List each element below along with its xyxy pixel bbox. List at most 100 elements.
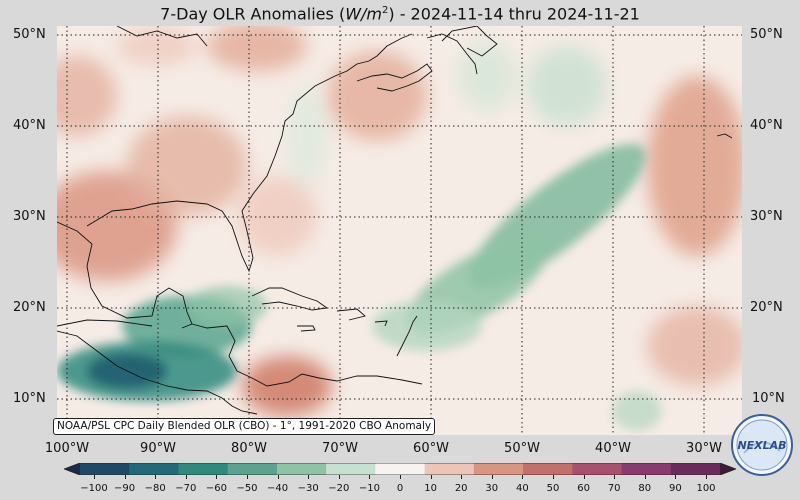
map-canvas bbox=[57, 26, 742, 435]
colorbar-segment bbox=[227, 463, 278, 475]
colorbar-tick-label: −70 bbox=[175, 483, 197, 494]
lat-label-left-20n: 20°N bbox=[13, 300, 46, 315]
colorbar-segment bbox=[473, 463, 524, 475]
anomaly-florida-positive bbox=[237, 176, 317, 256]
jamaica bbox=[297, 325, 316, 332]
colorbar-tick-mark bbox=[583, 475, 585, 479]
lat-label-right-40n: 40°N bbox=[750, 118, 783, 133]
lat-label-right-50n: 50°N bbox=[750, 27, 783, 42]
lat-label-right-30n: 30°N bbox=[750, 209, 783, 224]
colorbar-segment bbox=[720, 463, 736, 475]
colorbar-tick-mark bbox=[461, 475, 463, 479]
lesser-antilles bbox=[396, 315, 418, 357]
colorbar-tick-label: −40 bbox=[267, 483, 289, 494]
lat-label-right-10n: 10°N bbox=[752, 391, 785, 406]
anomaly-labrador-negative bbox=[457, 41, 517, 111]
colorbar-tick-mark bbox=[124, 475, 126, 479]
colorbar-tick-label: 0 bbox=[396, 483, 404, 494]
lon-label-80w: 80°W bbox=[231, 441, 267, 456]
hispaniola bbox=[336, 308, 366, 321]
colorbar-tick-label: −10 bbox=[358, 483, 380, 494]
anomaly-colombia-positive bbox=[242, 356, 332, 416]
colorbar-tick-label: 80 bbox=[638, 483, 652, 494]
colorbar-tick-mark bbox=[185, 475, 187, 479]
colorbar bbox=[64, 463, 736, 475]
colorbar-tick-label: 70 bbox=[607, 483, 621, 494]
colorbar-tick-mark bbox=[614, 475, 616, 479]
logo-text: NEXLAB bbox=[737, 439, 786, 452]
colorbar-tick-mark bbox=[338, 475, 340, 479]
lon-label-60w: 60°W bbox=[413, 441, 449, 456]
central-america-caribbean bbox=[191, 323, 423, 387]
anomaly-negative-band bbox=[57, 143, 662, 431]
colorbar-tick-mark bbox=[247, 475, 248, 479]
gulf-coast-mexico bbox=[57, 221, 193, 329]
anomaly-east-atlantic-positive bbox=[647, 76, 742, 256]
colorbar-tick-label: 100 bbox=[696, 483, 716, 494]
graticule bbox=[57, 26, 742, 435]
lat-label-left-40n: 40°N bbox=[13, 118, 46, 133]
colorbar-tick-label: 90 bbox=[669, 483, 682, 494]
colorbar-tick-mark bbox=[522, 475, 524, 479]
anomaly-north-atlantic-negative bbox=[527, 46, 607, 126]
colorbar-tick-label: −30 bbox=[297, 483, 319, 494]
colorbar-tick-mark bbox=[553, 475, 554, 479]
colorbar-segment bbox=[276, 463, 327, 475]
colorbar-tick-mark bbox=[675, 475, 677, 479]
chart-title: 7-Day OLR Anomalies (W/m2) - 2024-11-14 … bbox=[160, 4, 640, 24]
lon-label-30w: 30°W bbox=[686, 441, 722, 456]
colorbar-segment bbox=[64, 463, 80, 475]
puerto-rico bbox=[374, 320, 388, 327]
colorbar-segment bbox=[424, 463, 475, 475]
cuba bbox=[251, 287, 329, 311]
lon-label-70w: 70°W bbox=[322, 441, 358, 456]
colorbar-segment bbox=[523, 463, 573, 475]
colorbar-tick-mark bbox=[277, 475, 279, 479]
newfoundland-coast bbox=[441, 26, 498, 57]
anomaly-field bbox=[57, 26, 742, 416]
us-gulf-atlantic-coast bbox=[86, 33, 413, 273]
colorbar-tick-mark bbox=[400, 475, 401, 479]
coastlines bbox=[57, 26, 733, 415]
colorbar-tick-label: 30 bbox=[485, 483, 499, 494]
colorbar-tick-label: 50 bbox=[546, 483, 560, 494]
colorbar-tick-mark bbox=[430, 475, 432, 479]
colorbar-tick-mark bbox=[216, 475, 218, 479]
great-lakes-outline bbox=[116, 26, 208, 47]
colorbar-tick-label: −50 bbox=[236, 483, 258, 494]
colorbar-segment bbox=[80, 463, 130, 475]
anomaly-north-positive bbox=[207, 26, 307, 71]
colorbar-tick-label: −90 bbox=[114, 483, 136, 494]
anomaly-texas-positive bbox=[127, 116, 247, 216]
lat-label-right-20n: 20°N bbox=[750, 300, 783, 315]
lon-label-90w: 90°W bbox=[140, 441, 176, 456]
lon-label-100w: 100°W bbox=[44, 441, 90, 456]
anomaly-plains-positive bbox=[57, 56, 117, 136]
colorbar-tick-label: 20 bbox=[454, 483, 468, 494]
lat-label-left-10n: 10°N bbox=[13, 391, 46, 406]
colorbar-segment bbox=[129, 463, 179, 475]
data-source-note: NOAA/PSL CPC Daily Blended OLR (CBO) - 1… bbox=[53, 418, 436, 435]
azores-islands bbox=[716, 133, 733, 139]
lat-label-left-30n: 30°N bbox=[13, 209, 46, 224]
colorbar-tick-mark bbox=[94, 475, 95, 479]
anomaly-nova-scotia-positive bbox=[327, 51, 427, 141]
colorbar-segment bbox=[375, 463, 426, 475]
anomaly-southeast-positive bbox=[647, 306, 742, 386]
central-america-pacific bbox=[57, 330, 258, 415]
colorbar-tick-mark bbox=[706, 475, 707, 479]
nova-scotia-coast bbox=[356, 63, 433, 92]
colorbar-segment bbox=[670, 463, 721, 475]
lat-label-left-50n: 50°N bbox=[13, 27, 46, 42]
anomaly-subtropical-band-3 bbox=[372, 301, 482, 351]
olr-anomaly-map bbox=[57, 26, 742, 435]
anomaly-yucatan bbox=[187, 286, 267, 326]
colorbar-tick-mark bbox=[644, 475, 646, 479]
nexlab-logo: NEXLAB bbox=[731, 414, 793, 476]
mexico-pacific-coast bbox=[57, 319, 153, 327]
colorbar-tick-label: −80 bbox=[144, 483, 166, 494]
colorbar-tick-label: 10 bbox=[424, 483, 437, 494]
colorbar-segment bbox=[326, 463, 376, 475]
lon-label-40w: 40°W bbox=[595, 441, 631, 456]
colorbar-segments bbox=[64, 463, 736, 475]
